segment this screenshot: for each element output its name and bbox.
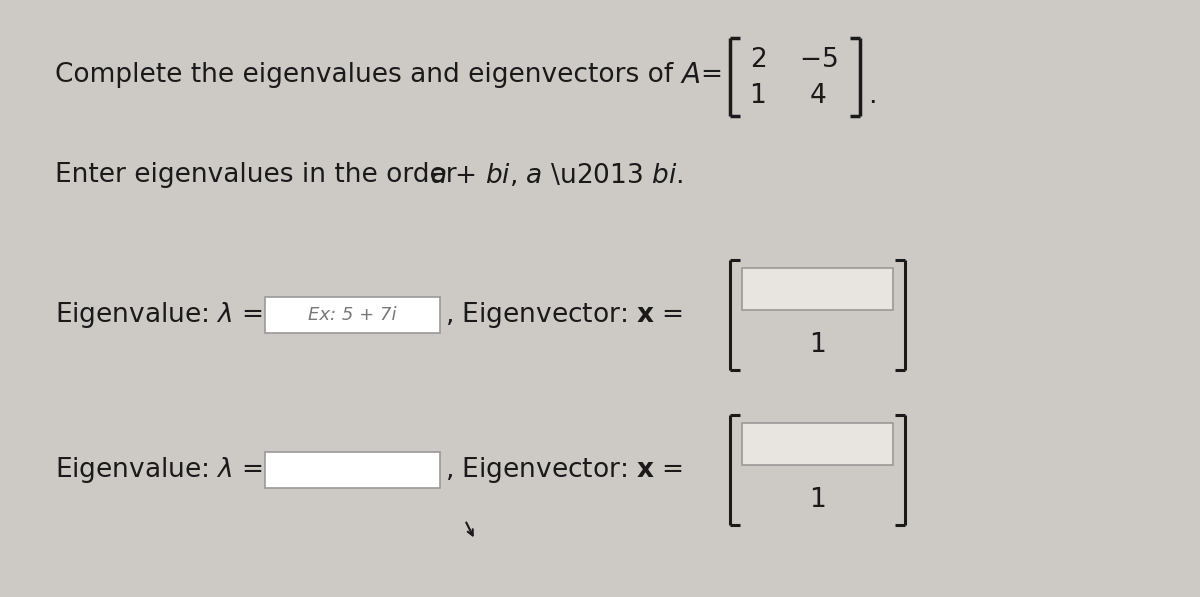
Text: , Eigenvector: $\mathbf{x}$ =: , Eigenvector: $\mathbf{x}$ = — [445, 300, 683, 330]
Text: 1: 1 — [809, 332, 826, 358]
Text: , Eigenvector: $\mathbf{x}$ =: , Eigenvector: $\mathbf{x}$ = — [445, 455, 683, 485]
Text: $\mathit{a}$ + $\mathit{bi}$, $\mathit{a}$ \u2013 $\mathit{bi}$.: $\mathit{a}$ + $\mathit{bi}$, $\mathit{a… — [430, 162, 683, 189]
Text: 2: 2 — [750, 47, 767, 73]
Text: Eigenvalue: $\lambda$ =: Eigenvalue: $\lambda$ = — [55, 300, 263, 330]
Text: $\mathit{A}$: $\mathit{A}$ — [680, 61, 701, 89]
Bar — [265, 452, 440, 488]
Text: .: . — [868, 83, 876, 109]
Bar — [742, 423, 893, 465]
Text: Ex: 5 + 7i: Ex: 5 + 7i — [308, 306, 397, 324]
Text: $-5$: $-5$ — [799, 47, 838, 73]
Text: Complete the eigenvalues and eigenvectors of: Complete the eigenvalues and eigenvector… — [55, 62, 682, 88]
Text: 4: 4 — [810, 83, 827, 109]
Bar — [265, 297, 440, 333]
Bar — [742, 268, 893, 310]
Text: =: = — [700, 62, 722, 88]
Text: Enter eigenvalues in the order: Enter eigenvalues in the order — [55, 162, 466, 188]
Text: 1: 1 — [809, 487, 826, 513]
Text: Eigenvalue: $\lambda$ =: Eigenvalue: $\lambda$ = — [55, 455, 263, 485]
Text: 1: 1 — [750, 83, 767, 109]
